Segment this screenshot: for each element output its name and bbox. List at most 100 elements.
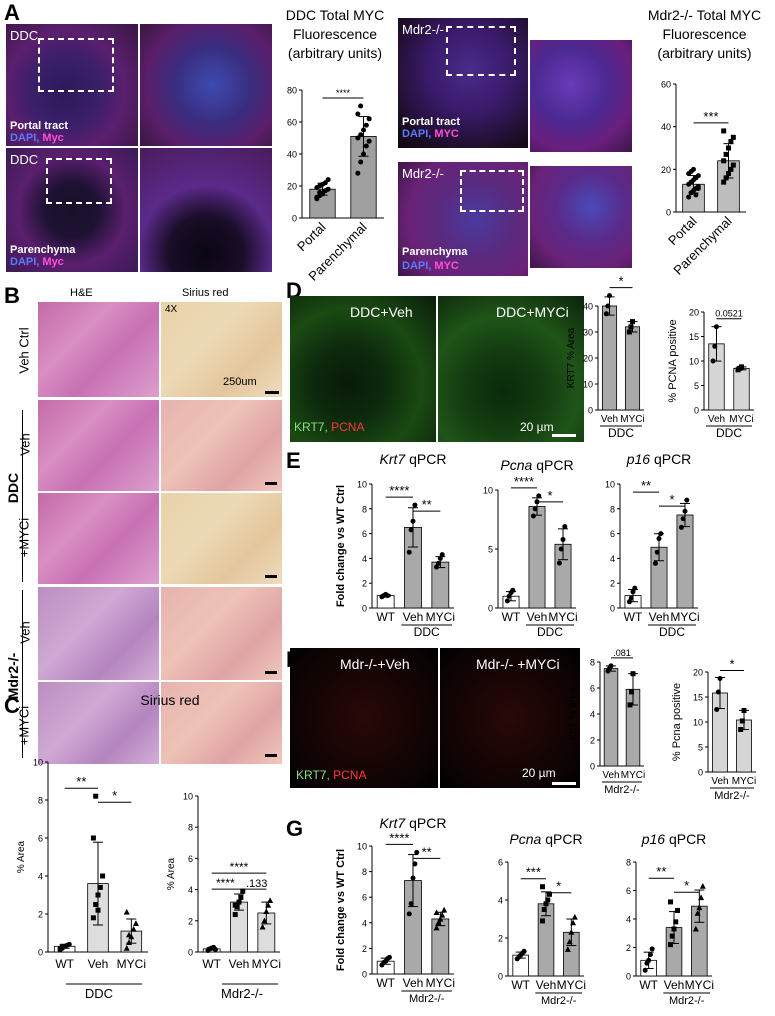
data-point-A2 xyxy=(695,173,701,179)
category-label-C1: MYCi xyxy=(117,957,146,971)
y-tick-label-G2: 2 xyxy=(498,934,503,944)
sig-label-C1: ** xyxy=(76,774,86,789)
data-point-E3 xyxy=(630,589,636,595)
bar-F1-0 xyxy=(603,668,619,767)
y-tick-label-C1: 10 xyxy=(33,758,43,768)
bar-E1-2 xyxy=(431,561,450,609)
data-point-D1 xyxy=(628,324,634,330)
sig-label-F1: .081 xyxy=(613,648,631,658)
pcna-label: PCNA xyxy=(331,420,365,434)
category-label-C1: Veh xyxy=(88,957,109,971)
data-point-E2 xyxy=(532,506,538,512)
data-point-G1 xyxy=(410,875,416,881)
ddc-myci-krt7-image: DDC+MYCi 20 µm xyxy=(438,296,584,442)
mdr-label-2: Mdr2-/- xyxy=(402,166,444,181)
panel-label-g: G xyxy=(286,816,304,841)
y-tick-label-D2: 20 xyxy=(689,308,699,318)
data-point-A2 xyxy=(721,179,727,185)
y-tick-label-C2: 2 xyxy=(188,916,193,926)
bar-E3-2 xyxy=(676,514,694,609)
data-point-G2 xyxy=(570,919,577,926)
data-point-D2 xyxy=(714,324,719,330)
y-tick-label-D2: 10 xyxy=(689,357,699,367)
he-veh-ctrl xyxy=(38,302,159,397)
y-tick-label-G1: 8 xyxy=(362,867,367,877)
data-point-E2 xyxy=(510,587,516,593)
data-point-F1 xyxy=(628,689,634,695)
data-point-F2 xyxy=(714,707,720,712)
data-point-A2 xyxy=(686,194,692,200)
data-point-A1 xyxy=(355,111,361,117)
data-point-A1 xyxy=(363,143,369,149)
y-tick-label-C1: 2 xyxy=(38,910,43,920)
data-point-G3 xyxy=(692,925,699,932)
y-tick-label-F2: 20 xyxy=(693,668,703,678)
y-tick-label-E3: 4 xyxy=(610,554,615,564)
data-point-G3 xyxy=(673,919,679,925)
y-tick-label-C2: 6 xyxy=(188,854,193,864)
category-label-G1: MYCi xyxy=(426,976,455,990)
y-tick-label-E1: 6 xyxy=(362,529,367,539)
data-point-G2 xyxy=(546,891,552,897)
group-label-c2: Mdr2-/- xyxy=(221,986,263,1001)
zoom-box xyxy=(38,38,114,92)
portal-tract-label-2: Portal tract xyxy=(402,116,461,128)
data-point-A2 xyxy=(726,171,731,177)
category-label-G3: MYCi xyxy=(685,978,714,992)
chart-title-E2: Pcna qPCR xyxy=(500,457,573,473)
bar-D1-1 xyxy=(624,326,641,411)
data-point-G3 xyxy=(647,952,653,958)
group-label-F2: Mdr2-/- xyxy=(714,790,750,802)
y-axis-label-E1: Fold change vs WT Ctrl xyxy=(335,485,347,607)
zoom-box-3 xyxy=(446,26,516,76)
category-label-E1: MYCi xyxy=(426,610,455,624)
chart-title-E1: Krt7 qPCR xyxy=(380,451,447,467)
category-label-F2: MYCi xyxy=(732,776,756,787)
data-point-C2 xyxy=(212,947,218,953)
data-point-A2 xyxy=(693,192,699,198)
y-tick-label-C2: 10 xyxy=(183,792,193,802)
data-point-A2 xyxy=(723,151,729,157)
data-point-E1 xyxy=(412,502,418,508)
title-line: (arbitrary units) xyxy=(287,45,383,61)
data-point-A2 xyxy=(695,186,701,192)
data-point-A2 xyxy=(728,166,734,172)
data-point-A2 xyxy=(726,145,731,151)
y-tick-label-G2: 4 xyxy=(498,896,503,906)
data-point-C1 xyxy=(93,793,99,799)
data-point-A1 xyxy=(361,151,366,157)
category-label-E2: MYCi xyxy=(548,610,577,624)
magnification-label: 4X xyxy=(165,304,178,315)
data-point-F1 xyxy=(630,671,636,677)
data-point-F2 xyxy=(741,708,747,713)
bar-D2-1 xyxy=(733,367,750,411)
data-point-C2 xyxy=(263,908,270,914)
data-point-C1 xyxy=(95,892,101,898)
data-point-A1 xyxy=(366,138,372,144)
data-point-E3 xyxy=(656,536,662,542)
data-point-C2 xyxy=(236,899,242,905)
y-tick-label-G1: 0 xyxy=(362,970,367,980)
category-label-D1: MYCi xyxy=(620,414,644,425)
scale-bar xyxy=(265,575,277,578)
mdr-parenchyma-zoom xyxy=(530,166,632,268)
sig-label-G2: * xyxy=(556,879,561,894)
bar-E2-1 xyxy=(528,506,546,609)
category-label-G2: Veh xyxy=(536,978,557,992)
data-point-D1 xyxy=(607,293,612,299)
mdr-veh-label: Mdr-/-+Veh xyxy=(340,656,410,672)
y-tick-label-F1: 8 xyxy=(590,658,595,668)
data-point-G3 xyxy=(646,957,652,963)
sig-label-C1: * xyxy=(112,788,117,803)
y-tick-label-A1: 40 xyxy=(287,150,297,160)
he-ddc-myci xyxy=(38,493,159,584)
data-point-F2 xyxy=(738,727,744,732)
category-label-G3: Veh xyxy=(664,978,685,992)
data-point-E3 xyxy=(626,599,632,605)
y-tick-label-G3: 6 xyxy=(626,886,631,896)
category-label-D1: Veh xyxy=(601,414,618,425)
data-point-G3 xyxy=(642,967,648,973)
y-tick-label-D2: 0 xyxy=(694,406,699,416)
y-axis-label-F2: % Pcna positive xyxy=(671,683,683,761)
